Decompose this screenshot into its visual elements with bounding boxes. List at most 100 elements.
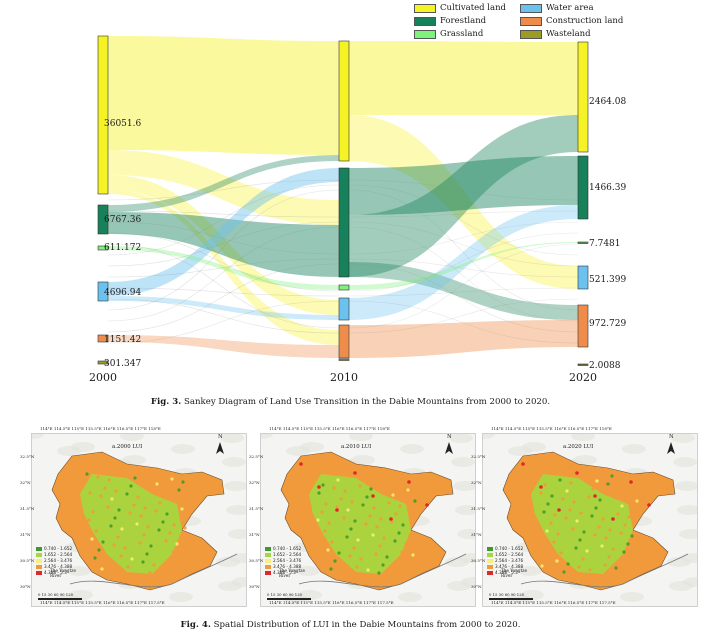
fig3-caption: Fig. 3. Sankey Diagram of Land Use Trans… (0, 397, 701, 407)
map-legend-swatch (487, 571, 493, 575)
sankey-link-2010-2020 (349, 156, 578, 215)
sankey-link-2000-2010 (108, 175, 339, 315)
map-legend-label: 2.564 - 3.476 (273, 558, 302, 563)
sankey-nodes (97, 35, 589, 366)
legend-label: Grassland (440, 29, 484, 39)
map-legend-label: 4.388 - 5.3 (44, 570, 67, 575)
north-label: N (218, 434, 223, 440)
north-label: N (669, 434, 674, 440)
lui-map-graphic (32, 434, 246, 604)
map-legend-swatch (36, 559, 42, 563)
sankey-thin-link (107, 263, 340, 333)
legend-swatch (520, 29, 542, 39)
sankey-thin-link (348, 184, 579, 256)
map-legend-item: 0.740 - 1.652 (265, 546, 301, 552)
sankey-links (107, 36, 579, 358)
sankey-node-cultivated-2000 (97, 35, 109, 195)
map-legend: 0.740 - 1.652 1.652 - 2.564 2.564 - 3.476 3… (265, 546, 301, 576)
sankey-thin-link (107, 243, 340, 329)
legend-swatch (520, 16, 542, 26)
node-label-2020: 2.0088 (589, 361, 621, 371)
legend-swatch (414, 16, 436, 26)
sankey-thin-link (348, 300, 579, 344)
map-legend-swatch (487, 553, 493, 557)
sankey-legend: Cultivated land Water area Forestland Co… (414, 3, 623, 43)
fig4-label: Fig. 4. (180, 620, 211, 630)
node-label-2020: 521.399 (589, 275, 626, 285)
sankey-thin-link (348, 179, 579, 201)
year-label: 2020 (569, 371, 597, 384)
sankey-link-2000-2010 (108, 150, 339, 225)
sankey-node-construction-2010 (338, 324, 350, 359)
sankey-link-2010-2020 (349, 41, 578, 115)
map-legend: 0.740 - 1.652 1.652 - 2.564 2.564 - 3.476 3… (36, 546, 72, 576)
sankey-node-water-2020 (577, 265, 589, 290)
north-label: N (447, 434, 452, 440)
fig4-text: Spatial Distribution of LUI in the Dabie… (213, 620, 521, 630)
legend-item: Grassland (414, 29, 483, 39)
sankey-node-forest-2000 (97, 204, 109, 235)
map-legend-swatch (36, 553, 42, 557)
map-legend-item: 4.388 - 5.3 (36, 570, 72, 576)
fig3-text: Sankey Diagram of Land Use Transition in… (183, 397, 551, 407)
node-label-2020: 2464.08 (589, 97, 626, 107)
map-legend: 0.740 - 1.652 1.652 - 2.564 2.564 - 3.476 3… (487, 546, 523, 576)
map-bottom-ticks: 114°E 114.5°E 115°E 115.5°E 116°E 116.5°… (40, 600, 165, 605)
sankey-thin-link (348, 221, 579, 255)
legend-label: Water area (546, 3, 594, 13)
map-legend-item: 3.476 - 4.388 (265, 564, 301, 570)
sankey-link-2010-2020 (349, 115, 578, 277)
sankey-thin-link (348, 263, 579, 333)
map-bottom-ticks: 114°E 114.5°E 115°E 115.5°E 116°E 116.5°… (269, 600, 394, 605)
map-legend-item: 3.476 - 4.388 (487, 564, 523, 570)
legend-swatch (414, 3, 436, 13)
map-legend-item: 2.564 - 3.476 (36, 558, 72, 564)
sankey-node-cultivated-2010 (338, 40, 350, 162)
sankey-diagram: 36051.6 6767.36 611.172 4696.94 1151.42 301.3… (89, 35, 626, 384)
map-legend-label: 3.476 - 4.388 (495, 564, 524, 569)
node-label-2000: 6767.36 (104, 215, 141, 225)
node-label-2020: 1466.39 (589, 183, 626, 193)
map-scale-labels: 0 15 30 60 90 120 (267, 592, 303, 597)
map-legend-swatch (487, 547, 493, 551)
sankey-node-grass-2010 (338, 284, 350, 291)
map-legend-item: 0.740 - 1.652 (36, 546, 72, 552)
map-title: a.2010 LUI (341, 444, 372, 450)
legend-swatch (520, 3, 542, 13)
legend-item: Wasteland (520, 29, 591, 39)
sankey-node-cultivated-2020 (577, 41, 589, 153)
sankey-thin-link (348, 232, 579, 292)
lui-map-graphic (261, 434, 475, 604)
sankey-thin-link (107, 226, 340, 322)
map-legend-swatch (265, 547, 271, 551)
map-legend-item: 2.564 - 3.476 (265, 558, 301, 564)
legend-label: Wasteland (546, 29, 591, 39)
lui-map: a.2010 LUI N 114°E 114.5°E 115°E 115.5°E 1… (249, 426, 476, 607)
map-legend-label: 0.740 - 1.652 (273, 546, 302, 551)
fig3-label: Fig. 3. (150, 397, 182, 407)
sankey-thin-link (348, 243, 579, 329)
map-legend-label: 2.564 - 3.476 (44, 558, 73, 563)
map-legend-label: 3.476 - 4.388 (44, 564, 73, 569)
sankey-thin-link (107, 258, 340, 278)
map-left-ticks: 32.5°N 32°N 31.5°N 31°N 30.5°N 30°N (20, 454, 35, 589)
sankey-link-2000-2010 (108, 335, 339, 358)
sankey-link-2010-2020 (349, 242, 578, 290)
sankey-thin-link (348, 298, 579, 334)
sankey-link-2000-2010 (108, 296, 339, 320)
sankey-thin-link (348, 189, 579, 311)
map-legend-item: 2.564 - 3.476 (487, 558, 523, 564)
sankey-node-water-2000 (97, 281, 109, 302)
sankey-link-2000-2010 (108, 212, 339, 277)
node-label-2000: 4696.94 (104, 288, 141, 298)
sankey-thin-link (107, 210, 340, 218)
map-legend-swatch (487, 565, 493, 569)
map-legend-label: 0.740 - 1.652 (44, 546, 73, 551)
sankey-labels: 36051.6 6767.36 611.172 4696.94 1151.42 301.3… (89, 97, 626, 384)
sankey-node-waste-2010 (338, 358, 350, 361)
sankey-thin-link (107, 298, 340, 334)
sankey-thin-link (348, 287, 579, 297)
lui-map: a.2020 LUI N 114°E 114.5°E 115°E 115.5°E 1… (471, 426, 698, 607)
node-label-2000: 1151.42 (104, 335, 141, 345)
map-legend-label: 3.476 - 4.388 (273, 564, 302, 569)
